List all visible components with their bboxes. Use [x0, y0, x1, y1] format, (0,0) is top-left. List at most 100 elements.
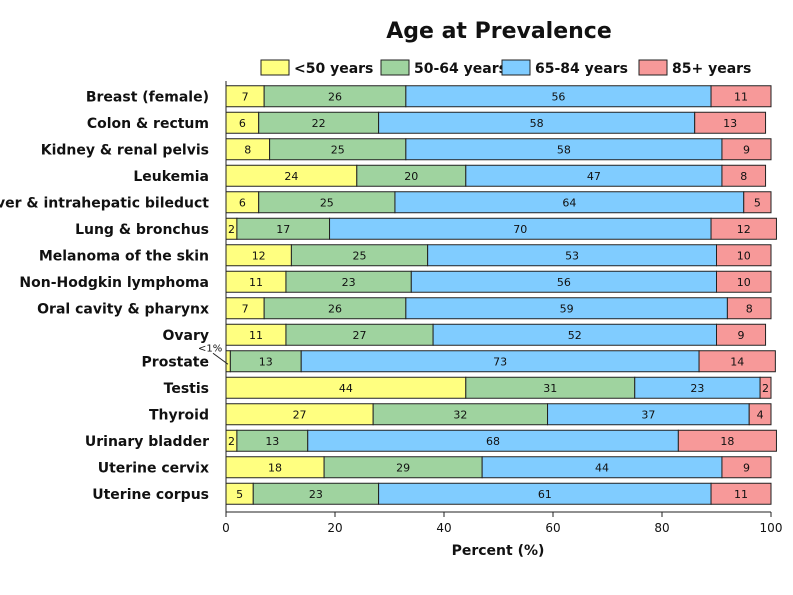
category-label: Thyroid	[149, 407, 209, 423]
bar-value-label: 14	[730, 355, 744, 368]
bar-value-label: 56	[557, 276, 571, 289]
bar-segment-85-years	[721, 138, 772, 161]
annotation-note: <1%	[198, 343, 222, 354]
bar-value-label: 9	[743, 461, 750, 474]
legend-swatch-85-years	[638, 59, 668, 76]
bar-value-label: 5	[754, 196, 761, 209]
bar-value-label: 11	[734, 488, 748, 501]
category-label: Oral cavity & pharynx	[37, 301, 209, 317]
bar-value-label: 52	[568, 329, 582, 342]
category-label: Kidney & renal pelvis	[41, 142, 209, 158]
bar-segment-85-years	[710, 217, 777, 240]
bar-value-label: 11	[249, 329, 263, 342]
bar-value-label: 32	[453, 408, 467, 421]
bar-value-label: 70	[513, 223, 527, 236]
bar-value-label: 73	[493, 355, 507, 368]
bar-segment-85-years	[726, 297, 772, 320]
bar-value-label: 68	[486, 435, 500, 448]
category-label: Liver & intrahepatic bileduct	[0, 195, 209, 211]
category-label: Uterine cervix	[98, 460, 209, 476]
bar-value-label: 6	[239, 196, 246, 209]
bar-value-label: 44	[339, 382, 353, 395]
bar-segment-85-years	[694, 111, 767, 134]
legend-label-85-years: 85+ years	[672, 61, 751, 77]
category-label: Leukemia	[133, 169, 209, 185]
bar-value-label: 11	[249, 276, 263, 289]
bar-value-label: 18	[720, 435, 734, 448]
bar-value-label: 23	[690, 382, 704, 395]
bar-value-label: 61	[538, 488, 552, 501]
category-label: Prostate	[142, 354, 209, 370]
bar-value-label: 56	[551, 90, 565, 103]
bar-value-label: 22	[312, 117, 326, 130]
bar-value-label: 12	[252, 249, 266, 262]
bar-value-label: 44	[595, 461, 609, 474]
bar-segment-85-years	[716, 244, 772, 267]
bar-value-label: 13	[259, 355, 273, 368]
x-tick-label: 100	[760, 521, 783, 535]
bar-value-label: 25	[353, 249, 367, 262]
bar-segment-85-years	[716, 323, 767, 346]
bar-value-label: 13	[265, 435, 279, 448]
category-label: Ovary	[162, 328, 209, 344]
bar-segment-50-years	[225, 350, 231, 373]
bar-value-label: 26	[328, 90, 342, 103]
bar-segment-85-years	[743, 191, 772, 214]
bar-value-label: 25	[331, 143, 345, 156]
bar-value-label: 2	[762, 382, 769, 395]
legend-swatch-65-84-years	[501, 59, 531, 76]
bar-value-label: 29	[396, 461, 410, 474]
bar-value-label: 2	[228, 223, 235, 236]
category-label: Lung & bronchus	[75, 222, 209, 238]
category-label: Testis	[164, 381, 209, 397]
bar-value-label: 8	[244, 143, 251, 156]
x-tick-label: 40	[436, 521, 451, 535]
bar-value-label: 8	[746, 302, 753, 315]
bar-segment-85-years	[748, 403, 772, 426]
bar-value-label: 27	[353, 329, 367, 342]
bar-value-label: 12	[737, 223, 751, 236]
bar-value-label: 31	[543, 382, 557, 395]
bar-value-label: 8	[740, 170, 747, 183]
x-tick-label: 0	[222, 521, 230, 535]
category-label: Non-Hodgkin lymphoma	[19, 275, 209, 291]
bar-segment-85-years	[698, 350, 776, 373]
bar-segment-85-years	[710, 482, 772, 505]
category-label: Breast (female)	[86, 89, 209, 105]
bar-value-label: 27	[293, 408, 307, 421]
legend: <50 years 50-64 years 65-84 years 85+ years	[260, 59, 751, 77]
category-label: Uterine corpus	[92, 487, 209, 503]
bar-value-label: 7	[242, 302, 249, 315]
legend-swatch-50-64-years	[380, 59, 410, 76]
bar-value-label: 59	[560, 302, 574, 315]
bar-value-label: 5	[236, 488, 243, 501]
chart-title: Age at Prevalence	[386, 19, 612, 44]
bar-value-label: 37	[641, 408, 655, 421]
bar-value-label: 24	[284, 170, 298, 183]
bar-value-label: 13	[723, 117, 737, 130]
bar-value-label: 10	[737, 249, 751, 262]
bar-value-label: 23	[342, 276, 356, 289]
bar-value-label: 18	[268, 461, 282, 474]
bar-segment-85-years	[721, 164, 767, 187]
x-tick-label: 60	[545, 521, 560, 535]
x-tick-label: 80	[654, 521, 669, 535]
bar-segment-85-years	[721, 456, 772, 479]
bar-value-label: 64	[562, 196, 576, 209]
x-axis-title: Percent (%)	[452, 543, 545, 559]
bar-value-label: 7	[242, 90, 249, 103]
category-label: Colon & rectum	[87, 116, 209, 132]
category-label: Melanoma of the skin	[39, 248, 209, 264]
bar-value-label: 2	[228, 435, 235, 448]
bar-value-label: 25	[320, 196, 334, 209]
bar-value-label: 9	[738, 329, 745, 342]
bar-segment-85-years	[716, 270, 772, 293]
bar-value-label: 58	[557, 143, 571, 156]
bar-value-label: 10	[737, 276, 751, 289]
bar-value-label: 4	[757, 408, 764, 421]
category-label: Urinary bladder	[85, 434, 209, 450]
bar-value-label: 53	[565, 249, 579, 262]
bar-value-label: 58	[530, 117, 544, 130]
bar-segment-85-years	[677, 429, 777, 452]
